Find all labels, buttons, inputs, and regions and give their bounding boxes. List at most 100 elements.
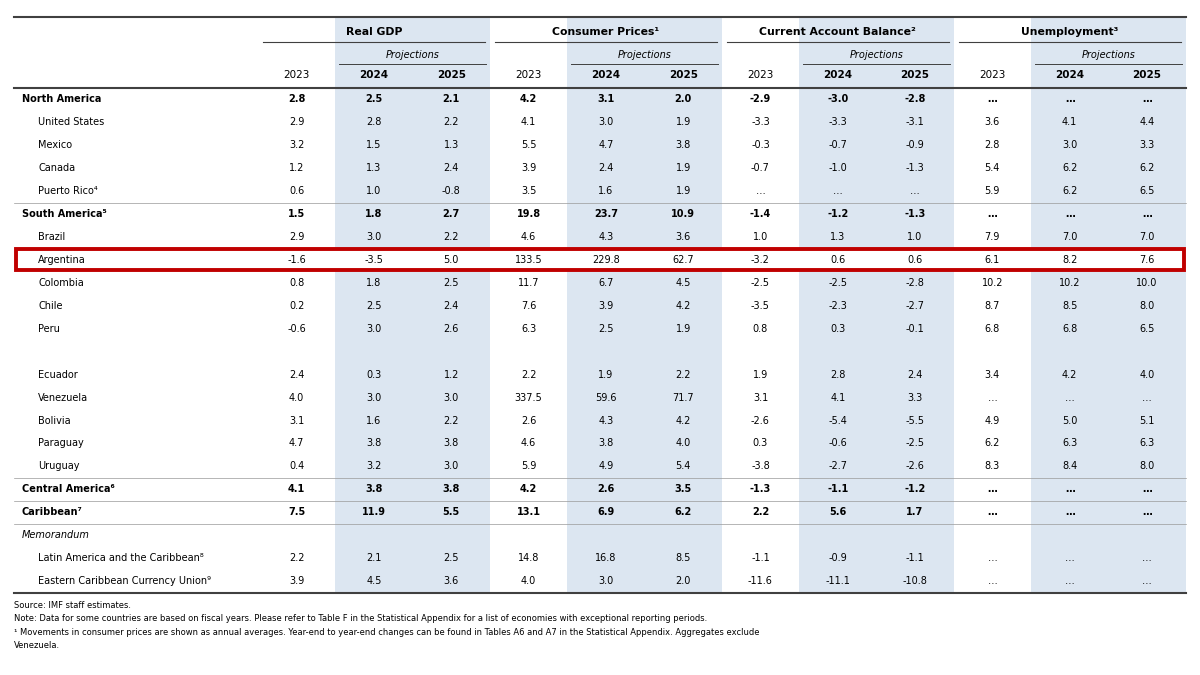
Text: 133.5: 133.5 bbox=[515, 255, 542, 265]
Text: …: … bbox=[756, 186, 766, 196]
Text: 10.2: 10.2 bbox=[1058, 278, 1080, 288]
Text: 1.0: 1.0 bbox=[752, 232, 768, 242]
Text: -11.1: -11.1 bbox=[826, 576, 850, 586]
Text: 3.3: 3.3 bbox=[1139, 140, 1154, 150]
Text: …: … bbox=[1064, 485, 1074, 494]
Text: -1.3: -1.3 bbox=[750, 485, 772, 494]
Text: Chile: Chile bbox=[38, 301, 62, 310]
Text: …: … bbox=[1064, 576, 1074, 586]
Text: 2024: 2024 bbox=[823, 70, 852, 80]
Text: …: … bbox=[988, 576, 997, 586]
Text: 71.7: 71.7 bbox=[672, 393, 694, 402]
Text: -1.3: -1.3 bbox=[905, 209, 925, 219]
Text: -1.3: -1.3 bbox=[906, 163, 924, 173]
Text: 4.1: 4.1 bbox=[288, 485, 305, 494]
Text: 2.2: 2.2 bbox=[521, 370, 536, 379]
Text: 3.8: 3.8 bbox=[444, 439, 458, 448]
Text: Real GDP: Real GDP bbox=[346, 27, 402, 36]
Text: 3.9: 3.9 bbox=[289, 576, 305, 586]
Text: 2.5: 2.5 bbox=[444, 278, 458, 288]
Text: 6.7: 6.7 bbox=[598, 278, 613, 288]
Text: 4.0: 4.0 bbox=[521, 576, 536, 586]
Text: 3.5: 3.5 bbox=[674, 485, 691, 494]
Text: Eastern Caribbean Currency Union⁹: Eastern Caribbean Currency Union⁹ bbox=[38, 576, 211, 586]
Text: 6.3: 6.3 bbox=[521, 324, 536, 333]
Text: 0.3: 0.3 bbox=[752, 439, 768, 448]
Text: -5.5: -5.5 bbox=[906, 416, 924, 425]
Text: -1.1: -1.1 bbox=[751, 554, 770, 563]
Text: 2025: 2025 bbox=[437, 70, 466, 80]
Text: Unemployment³: Unemployment³ bbox=[1021, 27, 1118, 36]
Text: 14.8: 14.8 bbox=[518, 554, 539, 563]
Text: 6.5: 6.5 bbox=[1139, 324, 1154, 333]
Text: 3.5: 3.5 bbox=[521, 186, 536, 196]
Text: 2.4: 2.4 bbox=[444, 301, 458, 310]
Text: -0.7: -0.7 bbox=[828, 140, 847, 150]
Text: 2.2: 2.2 bbox=[444, 416, 458, 425]
Text: 5.9: 5.9 bbox=[985, 186, 1000, 196]
Text: -2.7: -2.7 bbox=[828, 462, 847, 471]
Text: -0.3: -0.3 bbox=[751, 140, 770, 150]
Text: 5.1: 5.1 bbox=[1139, 416, 1154, 425]
Text: …: … bbox=[1064, 554, 1074, 563]
Text: Paraguay: Paraguay bbox=[38, 439, 84, 448]
Text: 10.0: 10.0 bbox=[1136, 278, 1158, 288]
Text: 1.8: 1.8 bbox=[366, 278, 382, 288]
Text: 2.8: 2.8 bbox=[366, 117, 382, 127]
Text: 2.2: 2.2 bbox=[444, 232, 458, 242]
Text: 8.0: 8.0 bbox=[1139, 462, 1154, 471]
Text: Canada: Canada bbox=[38, 163, 76, 173]
Text: Projections: Projections bbox=[385, 51, 439, 60]
Text: 3.1: 3.1 bbox=[289, 416, 305, 425]
Text: -1.0: -1.0 bbox=[828, 163, 847, 173]
Text: 4.1: 4.1 bbox=[1062, 117, 1078, 127]
Text: 5.4: 5.4 bbox=[985, 163, 1000, 173]
Text: South America⁵: South America⁵ bbox=[22, 209, 107, 219]
Text: 2.8: 2.8 bbox=[288, 95, 305, 104]
Text: 5.0: 5.0 bbox=[1062, 416, 1078, 425]
Text: -3.0: -3.0 bbox=[827, 95, 848, 104]
Text: …: … bbox=[1142, 554, 1152, 563]
Text: Projections: Projections bbox=[850, 51, 904, 60]
Text: -0.7: -0.7 bbox=[751, 163, 770, 173]
Text: 1.5: 1.5 bbox=[366, 140, 382, 150]
Text: 6.1: 6.1 bbox=[985, 255, 1000, 265]
Text: …: … bbox=[1064, 508, 1074, 517]
Text: 3.8: 3.8 bbox=[676, 140, 691, 150]
Text: 6.2: 6.2 bbox=[1062, 163, 1078, 173]
Text: 2024: 2024 bbox=[592, 70, 620, 80]
Text: 3.0: 3.0 bbox=[599, 117, 613, 127]
Text: 1.3: 1.3 bbox=[366, 163, 382, 173]
Text: 4.1: 4.1 bbox=[521, 117, 536, 127]
Text: 4.0: 4.0 bbox=[1139, 370, 1154, 379]
Text: 4.4: 4.4 bbox=[1139, 117, 1154, 127]
Text: 3.4: 3.4 bbox=[985, 370, 1000, 379]
Text: 1.5: 1.5 bbox=[288, 209, 305, 219]
Text: …: … bbox=[988, 209, 997, 219]
Bar bbox=[799, 17, 954, 593]
Text: 1.2: 1.2 bbox=[444, 370, 458, 379]
Text: 1.0: 1.0 bbox=[907, 232, 923, 242]
Text: Caribbean⁷: Caribbean⁷ bbox=[22, 508, 83, 517]
Text: 4.2: 4.2 bbox=[1062, 370, 1078, 379]
Text: 4.2: 4.2 bbox=[520, 485, 538, 494]
Text: 2.7: 2.7 bbox=[443, 209, 460, 219]
Text: 8.7: 8.7 bbox=[985, 301, 1000, 310]
Text: 4.3: 4.3 bbox=[599, 232, 613, 242]
Text: 2.0: 2.0 bbox=[676, 576, 691, 586]
Text: 16.8: 16.8 bbox=[595, 554, 617, 563]
Text: …: … bbox=[1142, 393, 1152, 402]
Text: -3.1: -3.1 bbox=[906, 117, 924, 127]
Text: 1.2: 1.2 bbox=[289, 163, 305, 173]
Text: 3.0: 3.0 bbox=[444, 462, 458, 471]
Text: 4.3: 4.3 bbox=[599, 416, 613, 425]
Text: …: … bbox=[988, 393, 997, 402]
Text: 2023: 2023 bbox=[283, 70, 310, 80]
Text: …: … bbox=[1064, 209, 1074, 219]
Text: -2.7: -2.7 bbox=[906, 301, 924, 310]
Text: 4.2: 4.2 bbox=[520, 95, 538, 104]
Text: 4.7: 4.7 bbox=[598, 140, 613, 150]
Text: 3.8: 3.8 bbox=[365, 485, 383, 494]
Text: 19.8: 19.8 bbox=[516, 209, 541, 219]
Text: 1.9: 1.9 bbox=[676, 324, 691, 333]
